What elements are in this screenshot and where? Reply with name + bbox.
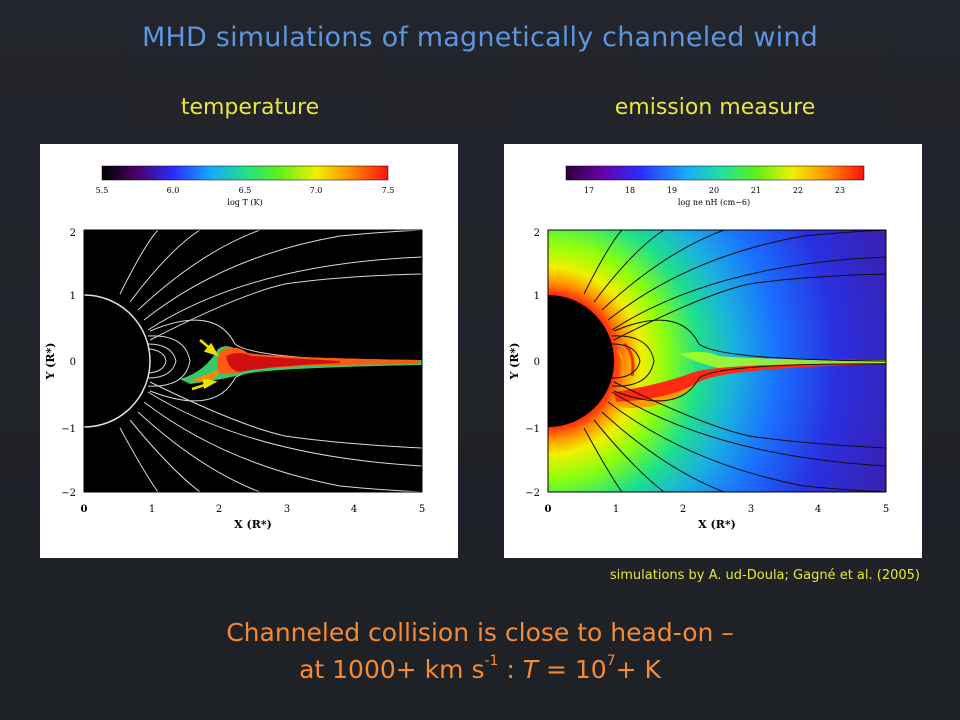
colorbar-label: log T (K): [227, 198, 262, 207]
y-axis-label: Y (R*): [508, 343, 521, 381]
colorbar-label: log ne nH (cm−6): [678, 198, 750, 207]
caption-superscript: 7: [606, 653, 616, 669]
colorbar-tick: 7.0: [310, 186, 323, 195]
x-axis-label: X (R*): [234, 518, 272, 531]
star: [84, 294, 151, 428]
colorbar-tick: 20: [709, 186, 719, 195]
colorbar-tick: 18: [625, 186, 635, 195]
temperature-simulation-image: 5.5 6.0 6.5 7.0 7.5 log T (K): [40, 144, 458, 558]
colorbar-tick: 6.0: [167, 186, 180, 195]
colorbar-ticks: 5.5 6.0 6.5 7.0 7.5: [96, 186, 395, 195]
y-tick: 0: [534, 357, 540, 368]
y-tick: 0: [70, 357, 76, 368]
y-tick: 2: [70, 228, 76, 239]
temperature-label: temperature: [180, 95, 320, 120]
x-tick: 3: [748, 504, 754, 515]
x-tick: 1: [613, 504, 619, 515]
colorbar-tick: 6.5: [239, 186, 252, 195]
emission-measure-simulation-image: 17 18 19 20 21 22 23 log ne nH (cm−6): [504, 144, 922, 558]
colorbar-tick: 22: [793, 186, 803, 195]
x-tick: 2: [680, 504, 686, 515]
y-tick: −2: [61, 488, 76, 499]
x-tick: 4: [815, 504, 821, 515]
caption-text: at 1000+ km s: [299, 655, 485, 684]
colorbar: [101, 165, 389, 181]
colorbar-tick: 17: [584, 186, 594, 195]
colorbar-tick: 23: [835, 186, 845, 195]
caption-text: + K: [615, 655, 661, 684]
y-tick: 1: [534, 291, 540, 302]
y-tick: 1: [70, 291, 76, 302]
colorbar-tick: 21: [751, 186, 761, 195]
colorbar-ticks: 17 18 19 20 21 22 23: [584, 186, 845, 195]
x-tick: 5: [883, 504, 889, 515]
colorbar-tick: 5.5: [96, 186, 109, 195]
simulation-credit: simulations by A. ud-Doula; Gagné et al.…: [609, 568, 920, 583]
caption-line-2: at 1000+ km s-1 : T = 107+ K: [0, 653, 960, 684]
x-tick: 1: [149, 504, 155, 515]
x-tick: 2: [216, 504, 222, 515]
x-tick: 0: [545, 504, 552, 515]
y-tick: −1: [525, 424, 540, 435]
colorbar-tick: 19: [667, 186, 677, 195]
x-tick: 0: [81, 504, 88, 515]
x-tick: 3: [284, 504, 290, 515]
caption-line-1: Channeled collision is close to head-on …: [226, 618, 734, 647]
x-tick: 4: [351, 504, 357, 515]
caption-text: :: [498, 655, 523, 684]
y-tick: 2: [534, 228, 540, 239]
y-axis-label: Y (R*): [44, 343, 57, 381]
y-tick: −2: [525, 488, 540, 499]
x-tick: 5: [419, 504, 425, 515]
caption-superscript: -1: [484, 653, 499, 669]
x-axis-label: X (R*): [698, 518, 736, 531]
star: [548, 295, 614, 427]
colorbar: [565, 165, 865, 181]
caption-text: = 10: [538, 655, 607, 684]
temperature-symbol: T: [522, 655, 539, 684]
emission-measure-label: emission measure: [614, 95, 816, 120]
y-tick: −1: [61, 424, 76, 435]
slide-title: MHD simulations of magnetically channele…: [142, 22, 818, 53]
colorbar-tick: 7.5: [382, 186, 395, 195]
